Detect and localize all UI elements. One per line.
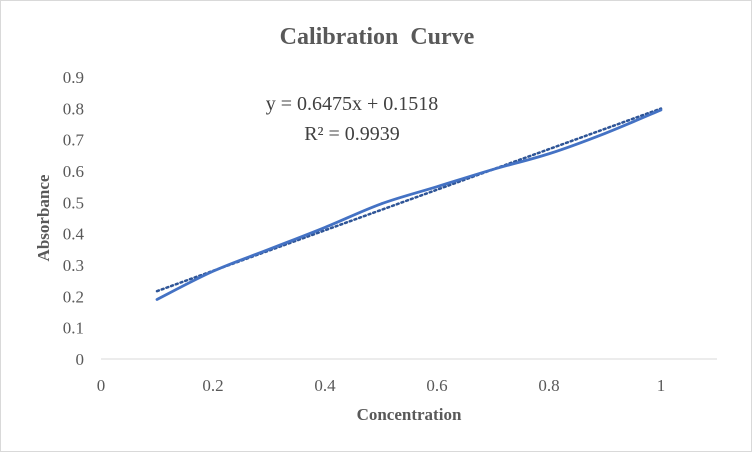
x-tick-label: 0.6 [426,376,447,395]
x-tick-labels: 0 0.2 0.4 0.6 0.8 1 [97,376,666,395]
y-tick-label: 0.8 [63,99,84,118]
y-axis-title: Absorbance [34,174,53,261]
x-tick-label: 0.2 [202,376,223,395]
y-tick-label: 0.1 [63,319,84,338]
x-tick-label: 0.8 [538,376,559,395]
y-tick-label: 0.6 [63,162,84,181]
trendline-equation: y = 0.6475x + 0.1518 [266,93,439,115]
x-tick-label: 0.4 [314,376,336,395]
y-tick-label: 0.9 [63,68,84,87]
x-tick-label: 1 [657,376,666,395]
y-tick-label: 0.4 [63,225,85,244]
y-tick-labels: 0 0.1 0.2 0.3 0.4 0.5 0.6 0.7 0.8 0.9 [63,68,85,369]
x-tick-label: 0 [97,376,106,395]
series-layer [155,108,663,301]
y-tick-label: 0.3 [63,256,84,275]
x-axis-title: Concentration [357,405,462,424]
y-tick-label: 0.2 [63,287,84,306]
y-tick-label: 0.7 [63,131,85,150]
chart-title: Calibration Curve [280,24,475,50]
series-line [155,108,663,301]
y-tick-label: 0 [76,350,85,369]
y-tick-label: 0.5 [63,193,84,212]
trendline-r-squared: R² = 0.9939 [304,123,400,145]
